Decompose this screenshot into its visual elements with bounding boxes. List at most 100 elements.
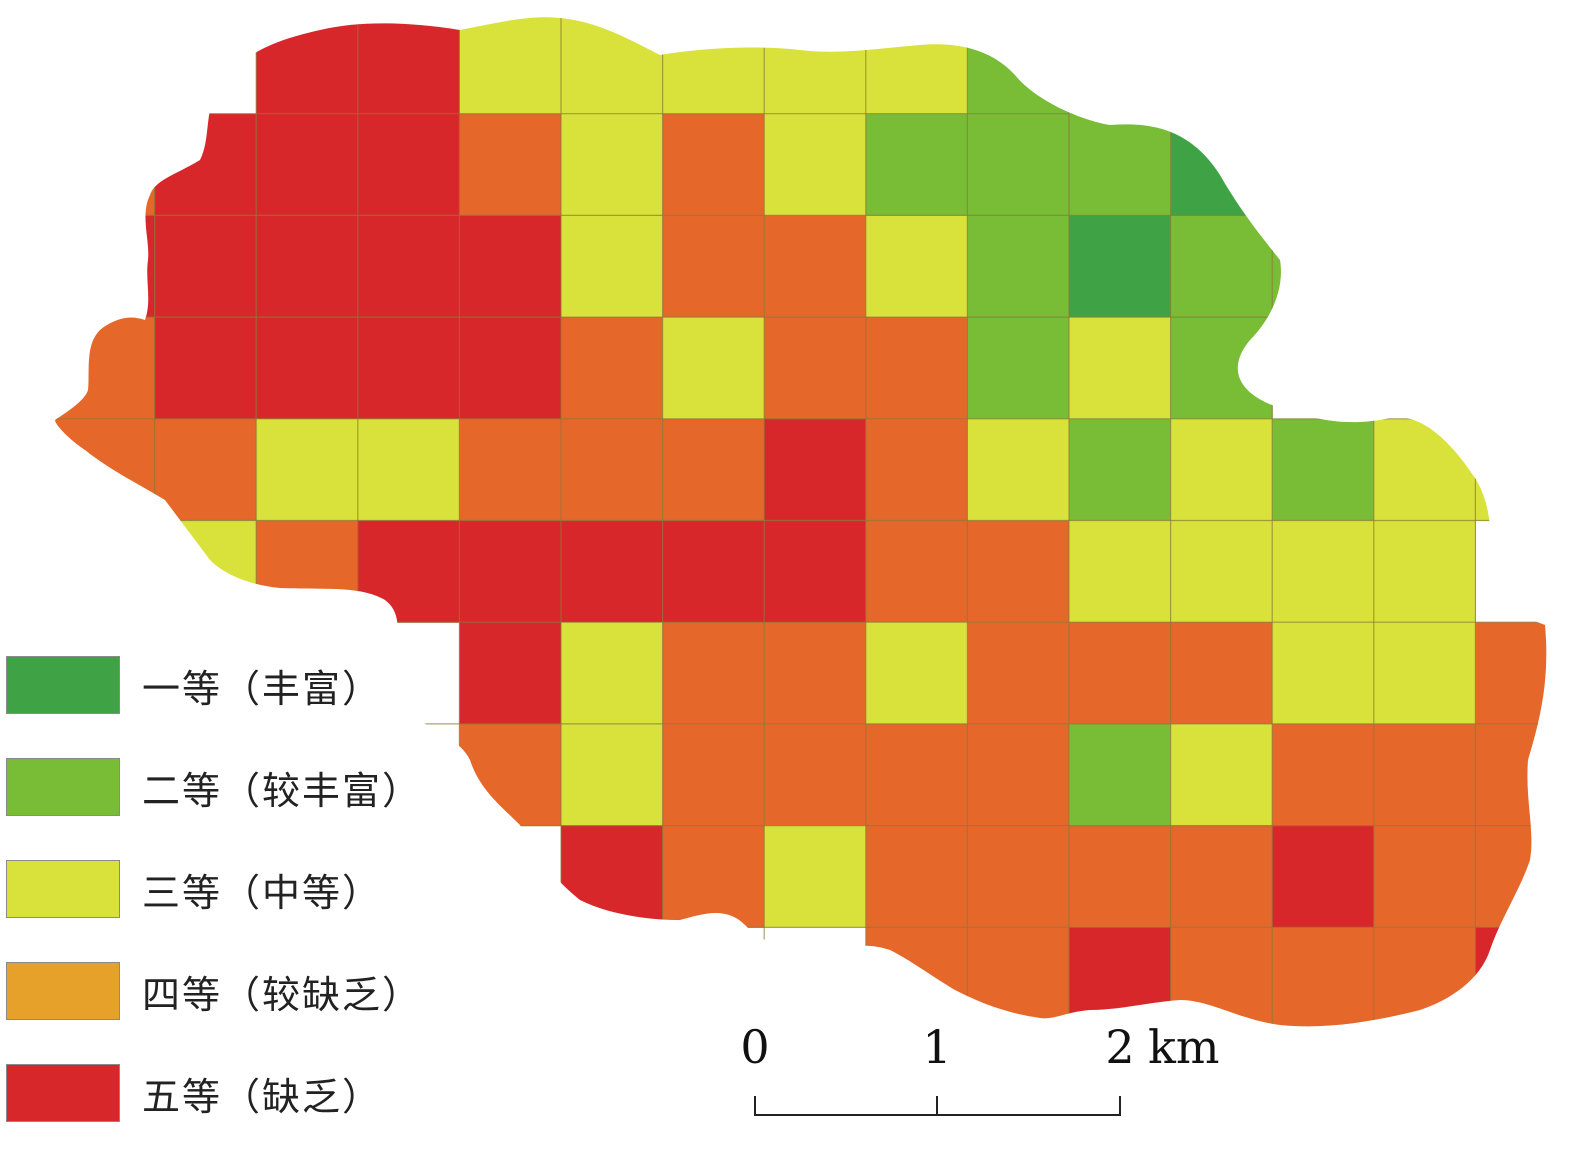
grid-cell-grade-4 — [764, 215, 867, 318]
grid-cell-grade-4 — [1475, 622, 1547, 725]
grid-cell-grade-4 — [764, 317, 867, 420]
grid-cell-grade-4 — [1373, 825, 1476, 928]
grid-cell-grade-2 — [1170, 215, 1273, 318]
grid-cell-grade-5 — [1069, 927, 1172, 1027]
legend-label-grade-3: 三等（中等） — [142, 870, 383, 915]
grid-cell-grade-2 — [1069, 418, 1172, 521]
grid-cell-grade-5 — [256, 17, 359, 115]
grid-cell-grade-2 — [967, 17, 1070, 115]
grid-cell-grade-2 — [1272, 215, 1375, 318]
grid-cell-grade-2 — [967, 113, 1070, 216]
legend-swatch-grade-2 — [6, 758, 120, 816]
grid-cell-grade-5 — [154, 215, 257, 318]
grid-cell-grade-4 — [967, 927, 1070, 1027]
soil-grade-map: 一等（丰富） 二等（较丰富） 三等（中等） 四等（较缺乏） 五等（缺乏） 0 1… — [6, 17, 1547, 1122]
legend-swatch-grade-1 — [6, 656, 120, 714]
grid-cell-grade-4 — [256, 520, 359, 623]
grid-cell-grade-5 — [256, 113, 359, 216]
grid-cell-grade-4 — [967, 622, 1070, 725]
grid-cell-grade-4 — [662, 113, 765, 216]
scale-line — [755, 1114, 1121, 1116]
grid-cell-grade-4 — [662, 723, 765, 827]
grid-cell-grade-5 — [764, 520, 867, 623]
scale-tick-2: 2 — [1105, 1020, 1135, 1074]
grid-cell-grade-3 — [764, 113, 867, 216]
legend-item-grade-2: 二等（较丰富） — [6, 757, 476, 817]
grid-cell-grade-4 — [967, 520, 1070, 623]
grid-cell-grade-5 — [459, 520, 562, 623]
grid-cell-grade-4 — [1069, 825, 1172, 928]
grid-cell-grade-4 — [865, 317, 968, 420]
grid-cell-grade-3 — [357, 418, 460, 521]
legend-label-grade-4: 四等（较缺乏） — [142, 972, 423, 1017]
scale-bar: 0 1 2 km — [730, 1020, 1250, 1120]
grid-cell-grade-4 — [459, 418, 562, 521]
grid-cell-grade-3 — [865, 622, 968, 725]
grid-cell-grade-5 — [55, 215, 156, 318]
grid-cell-grade-3 — [662, 17, 765, 115]
legend-item-grade-4: 四等（较缺乏） — [6, 961, 476, 1021]
grid-cell-grade-3 — [967, 418, 1070, 521]
legend: 一等（丰富） 二等（较丰富） 三等（中等） 四等（较缺乏） 五等（缺乏） — [6, 655, 476, 1165]
grid-cell-grade-3 — [865, 17, 968, 115]
grid-cell-grade-4 — [662, 622, 765, 725]
grid-cell-grade-4 — [154, 418, 257, 521]
grid-cell-grade-4 — [561, 418, 664, 521]
legend-swatch-grade-4 — [6, 962, 120, 1020]
grid-cell-grade-4 — [967, 723, 1070, 827]
grid-cell-grade-4 — [662, 825, 765, 928]
grid-cell-grade-1 — [1069, 215, 1172, 318]
grid-cell-grade-3 — [154, 520, 257, 623]
grid-cell-grade-2 — [1170, 317, 1273, 420]
grid-cell-grade-4 — [1475, 825, 1547, 928]
grid-cell-grade-5 — [154, 113, 257, 216]
grid-cell-grade-5 — [357, 317, 460, 420]
grid-cell-grade-3 — [561, 17, 664, 115]
grid-cell-grade-3 — [1069, 317, 1172, 420]
grid-cell-grade-5 — [459, 317, 562, 420]
grid-cell-grade-5 — [662, 520, 765, 623]
grid-cell-grade-4 — [662, 215, 765, 318]
grid-cell-grade-1 — [1170, 113, 1273, 216]
grid-cell-grade-4 — [1170, 927, 1273, 1027]
grid-cell-grade-5 — [256, 317, 359, 420]
grid-cell-grade-4 — [1373, 723, 1476, 827]
grid-cell-grade-5 — [1272, 825, 1375, 928]
scale-notch-2 — [1119, 1096, 1121, 1116]
grid-cell-grade-3 — [1272, 520, 1375, 623]
grid-cell-grade-3 — [1170, 723, 1273, 827]
legend-label-grade-2: 二等（较丰富） — [142, 768, 423, 813]
grid-cell-grade-4 — [1170, 622, 1273, 725]
grid-cell-grade-3 — [256, 418, 359, 521]
grid-cell-grade-3 — [1373, 520, 1476, 623]
grid-cell-grade-3 — [1475, 418, 1547, 521]
grid-cell-grade-4 — [55, 113, 156, 216]
grid-cell-grade-4 — [1272, 723, 1375, 827]
grid-cell-grade-5 — [357, 215, 460, 318]
grid-cell-grade-3 — [1170, 418, 1273, 521]
grid-cell-grade-4 — [865, 825, 968, 928]
grid-cell-grade-4 — [1373, 927, 1476, 1027]
grid-cell-grade-3 — [865, 215, 968, 318]
grid-cell-grade-4 — [1069, 622, 1172, 725]
grid-cell-grade-3 — [764, 825, 867, 928]
grid-cell-grade-3 — [1373, 418, 1476, 521]
grid-cell-grade-3 — [1069, 520, 1172, 623]
grid-cell-grade-3 — [1272, 622, 1375, 725]
grid-cell-grade-4 — [865, 520, 968, 623]
grid-cell-grade-4 — [865, 418, 968, 521]
grid-cell-grade-4 — [55, 317, 156, 420]
legend-swatch-grade-3 — [6, 860, 120, 918]
grid-cell-grade-2 — [865, 113, 968, 216]
scale-notch-0 — [754, 1096, 756, 1116]
grid-cell-grade-4 — [55, 418, 156, 521]
legend-label-grade-5: 五等（缺乏） — [142, 1074, 383, 1119]
grid-cell-grade-5 — [561, 520, 664, 623]
grid-cell-grade-5 — [357, 17, 460, 115]
grid-map-svg — [55, 17, 1547, 1027]
grid-cell-grade-4 — [967, 825, 1070, 928]
grid-cell-grade-2 — [1069, 113, 1172, 216]
scale-notch-1 — [936, 1096, 938, 1116]
grid-cell-grade-4 — [865, 927, 968, 1027]
grid-cell-grade-3 — [459, 17, 562, 115]
